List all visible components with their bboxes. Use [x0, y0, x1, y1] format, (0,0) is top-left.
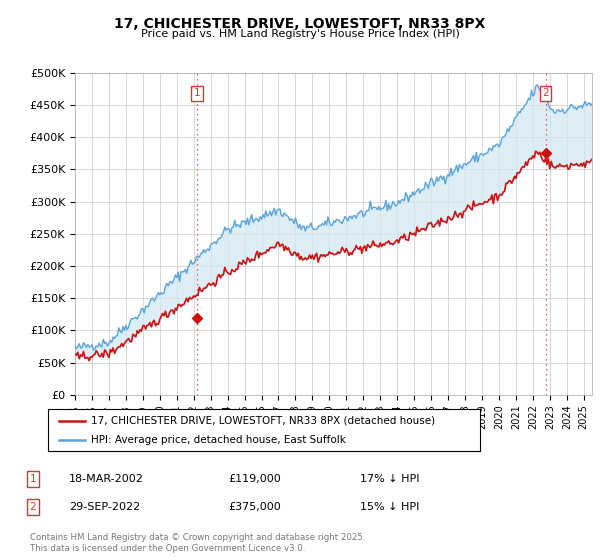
Text: 17% ↓ HPI: 17% ↓ HPI: [360, 474, 419, 484]
Text: £119,000: £119,000: [228, 474, 281, 484]
Text: 29-SEP-2022: 29-SEP-2022: [69, 502, 140, 512]
Text: Price paid vs. HM Land Registry's House Price Index (HPI): Price paid vs. HM Land Registry's House …: [140, 29, 460, 39]
Text: HPI: Average price, detached house, East Suffolk: HPI: Average price, detached house, East…: [91, 435, 346, 445]
Text: 1: 1: [29, 474, 37, 484]
Text: 1: 1: [194, 88, 200, 99]
Text: 15% ↓ HPI: 15% ↓ HPI: [360, 502, 419, 512]
Text: £375,000: £375,000: [228, 502, 281, 512]
Text: 17, CHICHESTER DRIVE, LOWESTOFT, NR33 8PX (detached house): 17, CHICHESTER DRIVE, LOWESTOFT, NR33 8P…: [91, 416, 436, 426]
Text: 2: 2: [542, 88, 549, 99]
Text: 2: 2: [29, 502, 37, 512]
Text: 18-MAR-2002: 18-MAR-2002: [69, 474, 144, 484]
Text: Contains HM Land Registry data © Crown copyright and database right 2025.
This d: Contains HM Land Registry data © Crown c…: [30, 533, 365, 553]
Text: 17, CHICHESTER DRIVE, LOWESTOFT, NR33 8PX: 17, CHICHESTER DRIVE, LOWESTOFT, NR33 8P…: [115, 17, 485, 31]
